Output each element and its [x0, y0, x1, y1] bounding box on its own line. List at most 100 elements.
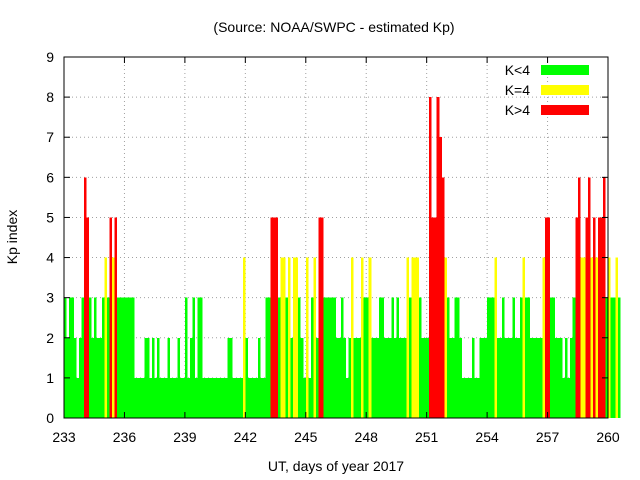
kp-bar: [197, 297, 200, 418]
x-tick-label: 254: [475, 429, 499, 445]
kp-bar: [210, 377, 213, 418]
kp-bar: [416, 257, 420, 418]
kp-bar: [91, 337, 95, 418]
kp-bar: [240, 377, 243, 418]
kp-bar: [507, 337, 510, 418]
kp-bar: [552, 297, 556, 418]
kp-bar: [147, 337, 150, 418]
kp-bar: [285, 297, 289, 418]
kp-bar: [232, 377, 236, 418]
kp-bar: [409, 297, 412, 418]
kp-bar: [479, 337, 483, 418]
kp-bar: [492, 297, 495, 418]
legend-swatch: [541, 105, 589, 115]
kp-bar: [446, 297, 450, 418]
kp-bar: [449, 337, 452, 418]
kp-bar: [124, 297, 127, 418]
kp-bar: [290, 337, 294, 418]
kp-bar: [111, 257, 115, 418]
kp-bar: [260, 377, 263, 418]
kp-bar: [547, 217, 551, 418]
kp-bar: [278, 297, 281, 418]
kp-bar: [565, 337, 568, 418]
kp-bar: [255, 377, 258, 418]
kp-bar: [341, 297, 344, 418]
kp-bar: [421, 337, 425, 418]
kp-bar: [262, 377, 266, 418]
kp-bar: [86, 217, 90, 418]
x-tick-label: 236: [113, 429, 137, 445]
y-tick-label: 1: [46, 370, 54, 386]
kp-bar: [109, 217, 112, 418]
kp-bar: [466, 377, 470, 418]
kp-bar: [424, 337, 427, 418]
kp-bar: [159, 377, 163, 418]
x-tick-label: 260: [596, 429, 620, 445]
kp-bar: [330, 297, 334, 418]
kp-bar: [522, 257, 525, 418]
kp-bar: [64, 297, 67, 418]
kp-bar: [557, 337, 561, 418]
kp-bar: [119, 297, 122, 418]
kp-bar: [499, 337, 503, 418]
kp-bar: [184, 297, 188, 418]
kp-bar: [587, 177, 591, 418]
kp-bar: [431, 217, 435, 418]
kp-bar: [194, 377, 198, 418]
x-tick-label: 251: [415, 429, 439, 445]
kp-bar: [313, 257, 316, 418]
kp-bar: [482, 337, 485, 418]
y-tick-label: 6: [46, 169, 54, 185]
kp-bar: [577, 177, 581, 418]
kp-bar: [477, 377, 480, 418]
kp-bar: [81, 297, 85, 418]
kp-bar: [590, 257, 593, 418]
kp-bar: [562, 377, 566, 418]
kp-bar: [464, 377, 467, 418]
kp-bar: [504, 337, 508, 418]
kp-bar: [497, 337, 500, 418]
kp-bar: [363, 297, 367, 418]
kp-bar: [315, 337, 319, 418]
kp-bar: [167, 337, 170, 418]
kp-bar: [512, 297, 515, 418]
kp-bar: [575, 217, 578, 418]
kp-bar: [106, 297, 110, 418]
kp-bar: [456, 297, 460, 418]
kp-bar: [592, 217, 596, 418]
kp-bar: [401, 337, 404, 418]
kp-bar: [303, 377, 306, 418]
kp-bar: [396, 297, 399, 418]
plot-frame: [63, 56, 609, 419]
legend-swatch: [541, 65, 589, 75]
kp-bar: [540, 337, 543, 418]
kp-bar: [189, 337, 193, 418]
kp-bar: [215, 377, 218, 418]
kp-bar: [247, 377, 251, 418]
kp-bar: [104, 257, 107, 418]
kp-bar: [459, 337, 462, 418]
kp-bar: [323, 297, 326, 418]
kp-bar: [383, 337, 387, 418]
kp-bar: [121, 297, 125, 418]
kp-bar: [356, 337, 359, 418]
kp-bar: [162, 377, 165, 418]
kp-bar: [570, 337, 573, 418]
kp-bar: [94, 297, 97, 418]
kp-bar: [169, 377, 173, 418]
kp-bar: [585, 217, 588, 418]
kp-bar: [444, 257, 447, 418]
kp-bar: [336, 337, 339, 418]
kp-bar: [71, 297, 75, 418]
kp-bar: [237, 377, 241, 418]
kp-bar: [529, 337, 533, 418]
kp-bar: [132, 297, 135, 418]
kp-bar: [509, 337, 513, 418]
kp-bar: [305, 257, 309, 418]
kp-bar: [300, 337, 304, 418]
legend: K<4 K=4 K>4: [505, 62, 589, 118]
kp-bar: [600, 217, 603, 418]
kp-bar: [472, 337, 475, 418]
kp-bar: [487, 297, 490, 418]
